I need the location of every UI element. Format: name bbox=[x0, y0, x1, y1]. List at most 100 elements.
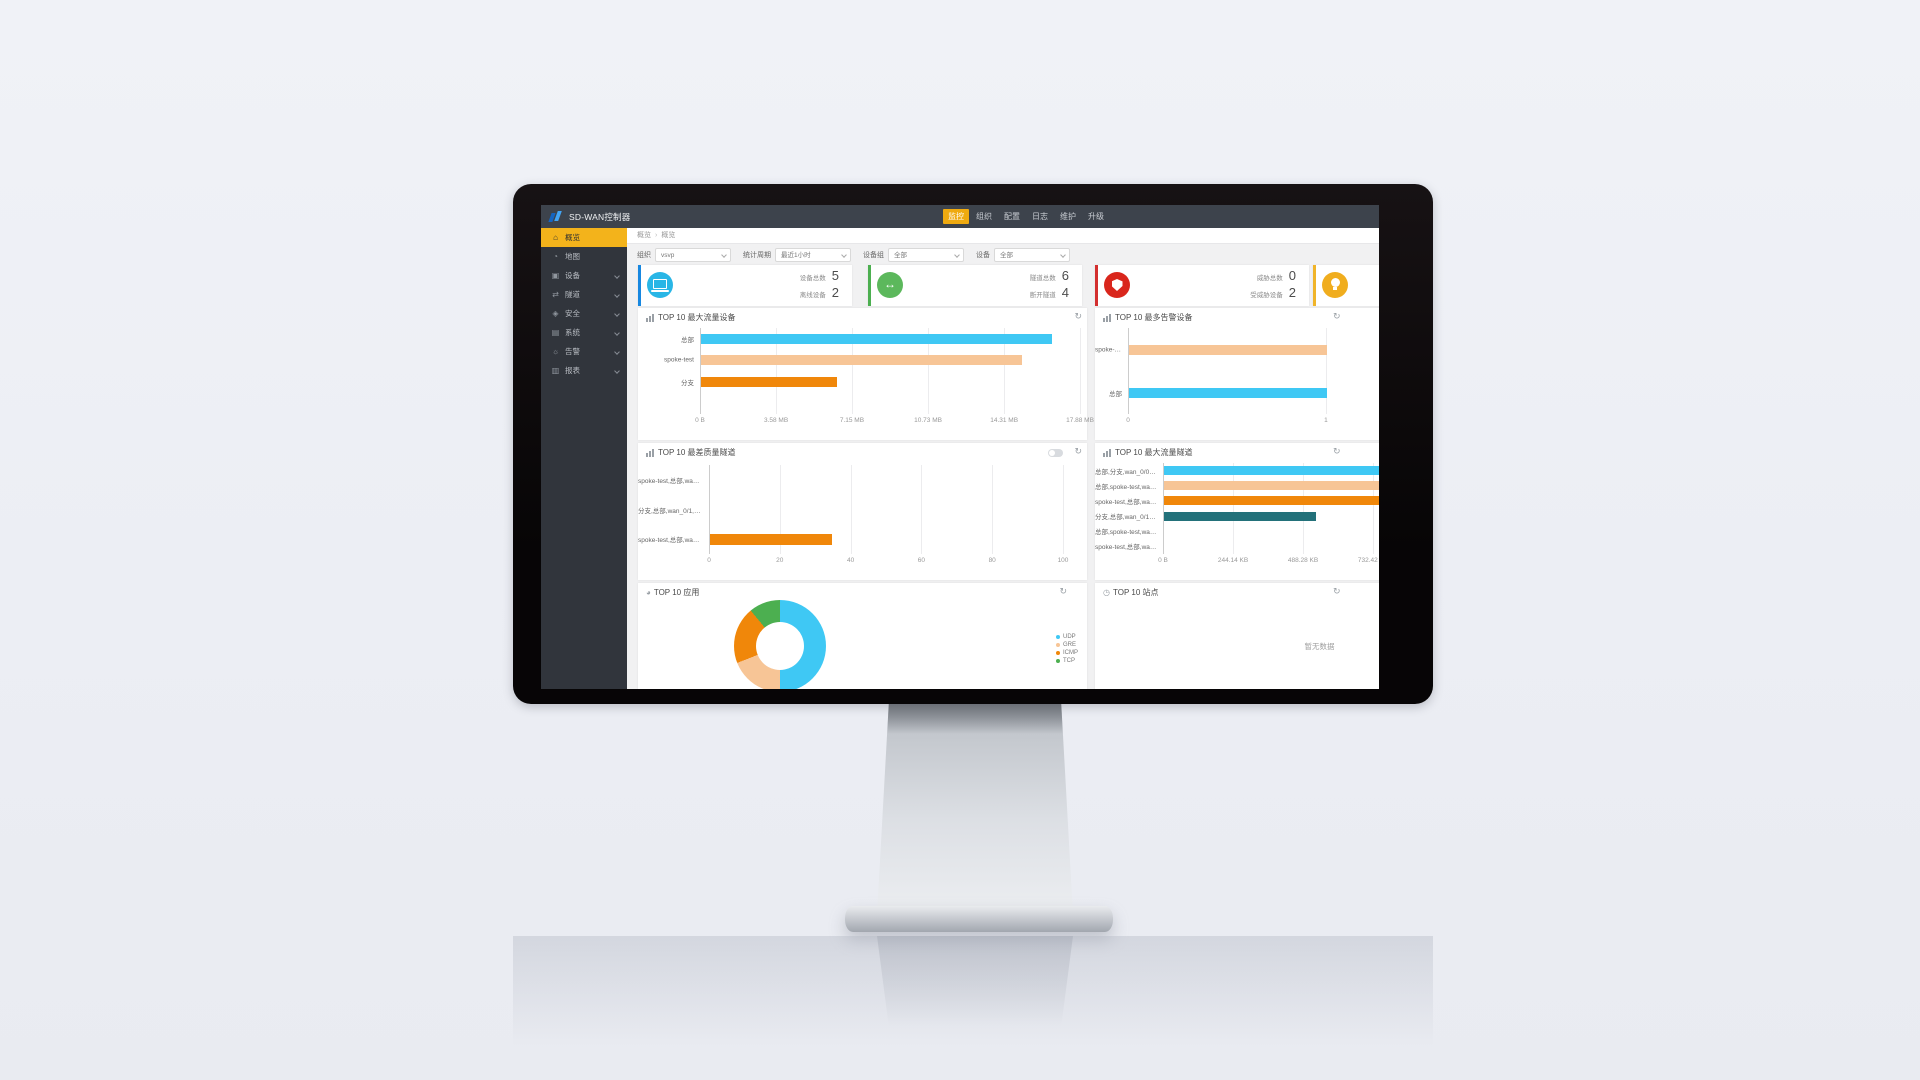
refresh-icon[interactable]: ↻ bbox=[1333, 311, 1341, 321]
gridline bbox=[779, 465, 781, 554]
bar bbox=[710, 533, 833, 545]
chart-plot: 0 B 244.14 KB 488.28 KB 732.42 KB 总部,分支,wan_… bbox=[1095, 463, 1379, 564]
stat-card-tunnels: ↔ 隧道总数 6 断开隧道 4 bbox=[868, 265, 1082, 306]
nav-item-monitor[interactable]: 监控 bbox=[943, 209, 969, 224]
chevron-down-icon bbox=[614, 368, 620, 374]
stand-reflection bbox=[877, 936, 1073, 1026]
category-label: 总部 bbox=[681, 336, 694, 344]
sidebar-item-security[interactable]: ◈ 安全 bbox=[541, 304, 627, 323]
bar bbox=[1129, 387, 1327, 398]
stat-rows: 隧道总数 6 断开隧道 4 bbox=[1030, 268, 1069, 302]
bar bbox=[701, 333, 1052, 344]
bar bbox=[701, 376, 838, 387]
category-label: 总部,spoke-test,wan_0/… bbox=[1095, 483, 1157, 491]
stat-card-devices: 设备总数 5 离线设备 2 bbox=[638, 265, 852, 306]
legend-label: GRE bbox=[1063, 642, 1077, 648]
chart-title: TOP 10 最大流量隧道 bbox=[1103, 447, 1193, 458]
nav-item-organization[interactable]: 组织 bbox=[976, 212, 992, 221]
refresh-icon[interactable]: ↻ bbox=[1074, 446, 1082, 456]
sidebar-item-label: 系统 bbox=[565, 328, 580, 337]
stat-card-alarms bbox=[1313, 265, 1379, 306]
filter-device-group-label: 设备组 bbox=[863, 251, 884, 259]
nav-item-config[interactable]: 配置 bbox=[1004, 212, 1020, 221]
axis-tick-label: 14.31 MB bbox=[990, 417, 1019, 424]
chevron-down-icon bbox=[614, 330, 620, 336]
sidebar-item-map[interactable]: ◔ 地图 bbox=[541, 247, 627, 266]
sidebar: ⌂ 概览 ◔ 地图 ▣ 设备 ⇄ 隧道 ◈ 安全 ▤ 系统 ☼ 告警 ▥ 报表 bbox=[541, 228, 627, 689]
brand-logo-icon bbox=[548, 209, 563, 224]
chart-title-text: TOP 10 站点 bbox=[1112, 588, 1159, 597]
sidebar-item-reports[interactable]: ▥ 报表 bbox=[541, 361, 627, 380]
refresh-icon[interactable]: ↻ bbox=[1333, 446, 1341, 456]
y-axis-line bbox=[700, 328, 701, 414]
stat-accent-border bbox=[1313, 265, 1316, 306]
nav-item-logs[interactable]: 日志 bbox=[1032, 212, 1048, 221]
sidebar-item-label: 隧道 bbox=[565, 290, 580, 299]
refresh-icon[interactable]: ↻ bbox=[1074, 311, 1082, 321]
gridline bbox=[776, 328, 778, 414]
pie-chart-icon: ◕ bbox=[646, 588, 651, 597]
stat-row: 威胁总数 0 bbox=[1250, 268, 1296, 285]
bar bbox=[1129, 344, 1327, 355]
gridline bbox=[928, 328, 930, 414]
sidebar-item-alarms[interactable]: ☼ 告警 bbox=[541, 342, 627, 361]
chevron-down-icon bbox=[1060, 251, 1066, 258]
legend-item[interactable]: UDP bbox=[1056, 633, 1078, 641]
chevron-down-icon bbox=[614, 273, 620, 279]
stat-label: 断开隧道 bbox=[1029, 292, 1056, 299]
axis-tick-label: 40 bbox=[846, 557, 855, 564]
refresh-icon[interactable]: ↻ bbox=[1059, 586, 1067, 596]
bar bbox=[1164, 481, 1379, 491]
chart-title-text: TOP 10 最多告警设备 bbox=[1115, 313, 1193, 322]
axis-tick-label: 10.73 MB bbox=[914, 417, 942, 424]
refresh-icon[interactable]: ↻ bbox=[1333, 586, 1341, 596]
axis-tick-label: 7.15 MB bbox=[839, 417, 865, 424]
filter-device-value: 全部 bbox=[1000, 251, 1013, 259]
filter-device-select[interactable]: 全部 bbox=[994, 247, 1070, 262]
nav-item-upgrade[interactable]: 升级 bbox=[1088, 212, 1104, 221]
stat-accent-border bbox=[1095, 265, 1098, 306]
legend-label: UDP bbox=[1063, 634, 1076, 640]
category-label: spoke-test,总部,wan_0… bbox=[1095, 498, 1157, 506]
sidebar-item-devices[interactable]: ▣ 设备 bbox=[541, 266, 627, 285]
chevron-down-icon bbox=[614, 349, 620, 355]
sidebar-item-tunnels[interactable]: ⇄ 隧道 bbox=[541, 285, 627, 304]
axis-tick-label: 100 bbox=[1057, 557, 1069, 564]
chart-card-chart6: ◷ TOP 10 站点 ↻ 暂无数据 bbox=[1095, 583, 1379, 689]
sidebar-item-label: 地图 bbox=[565, 252, 580, 261]
stat-value: 2 bbox=[831, 285, 839, 300]
axis-tick-label: 0 bbox=[1126, 417, 1130, 424]
sidebar-item-system[interactable]: ▤ 系统 bbox=[541, 323, 627, 342]
category-label: 分支,总部,wan_0/1,wan_0/0 bbox=[1095, 514, 1157, 522]
sidebar-item-overview[interactable]: ⌂ 概览 bbox=[541, 228, 627, 247]
dashboard-icon: ⌂ bbox=[553, 233, 558, 242]
category-label: 总部,spoke-test,wan_0/… bbox=[1095, 529, 1157, 537]
chart-toggle[interactable] bbox=[1048, 449, 1063, 457]
stat-label: 威胁总数 bbox=[1256, 275, 1283, 282]
laptop-glyph bbox=[651, 279, 669, 292]
legend-item[interactable]: ICMP bbox=[1056, 649, 1078, 657]
stat-accent-border bbox=[638, 265, 641, 306]
filter-period-select[interactable]: 最近1小时 bbox=[775, 247, 851, 262]
filter-period-value: 最近1小时 bbox=[781, 251, 811, 259]
chart-card-chart2: TOP 10 最多告警设备 ↻ 0 1 spoke-test 总部 bbox=[1095, 308, 1379, 440]
axis-tick-label: 0 B bbox=[1158, 557, 1168, 564]
gridline bbox=[1233, 463, 1235, 554]
monitor-frame: SD-WAN控制器 监控 组织 配置 日志 维护 升级 ⌂ 概览 ◔ 地图 ▣ 设备 ⇄ 隧道 ◈ 安全 ▤ 系… bbox=[513, 184, 1433, 704]
stat-label: 受威胁设备 bbox=[1250, 292, 1283, 299]
stat-row: 受威胁设备 2 bbox=[1250, 285, 1296, 302]
gridline bbox=[1303, 463, 1305, 554]
axis-tick-label: 3.58 MB bbox=[763, 417, 789, 424]
legend-item[interactable]: GRE bbox=[1056, 641, 1078, 649]
gridline bbox=[1373, 463, 1375, 554]
chart-card-chart4: TOP 10 最大流量隧道 ↻ 0 B 244.14 KB 488.28 KB 732.4… bbox=[1095, 443, 1379, 580]
chevron-down-icon bbox=[841, 251, 847, 258]
filter-org-label: 组织 bbox=[637, 251, 651, 259]
axis-tick-label: 488.28 KB bbox=[1287, 557, 1319, 564]
filter-org-select[interactable]: vsvp bbox=[655, 247, 731, 262]
nav-item-maintenance[interactable]: 维护 bbox=[1060, 212, 1076, 221]
axis-tick-label: 244.14 KB bbox=[1217, 557, 1249, 564]
filter-device-group-select[interactable]: 全部 bbox=[888, 247, 964, 262]
legend-item[interactable]: TCP bbox=[1056, 657, 1078, 665]
